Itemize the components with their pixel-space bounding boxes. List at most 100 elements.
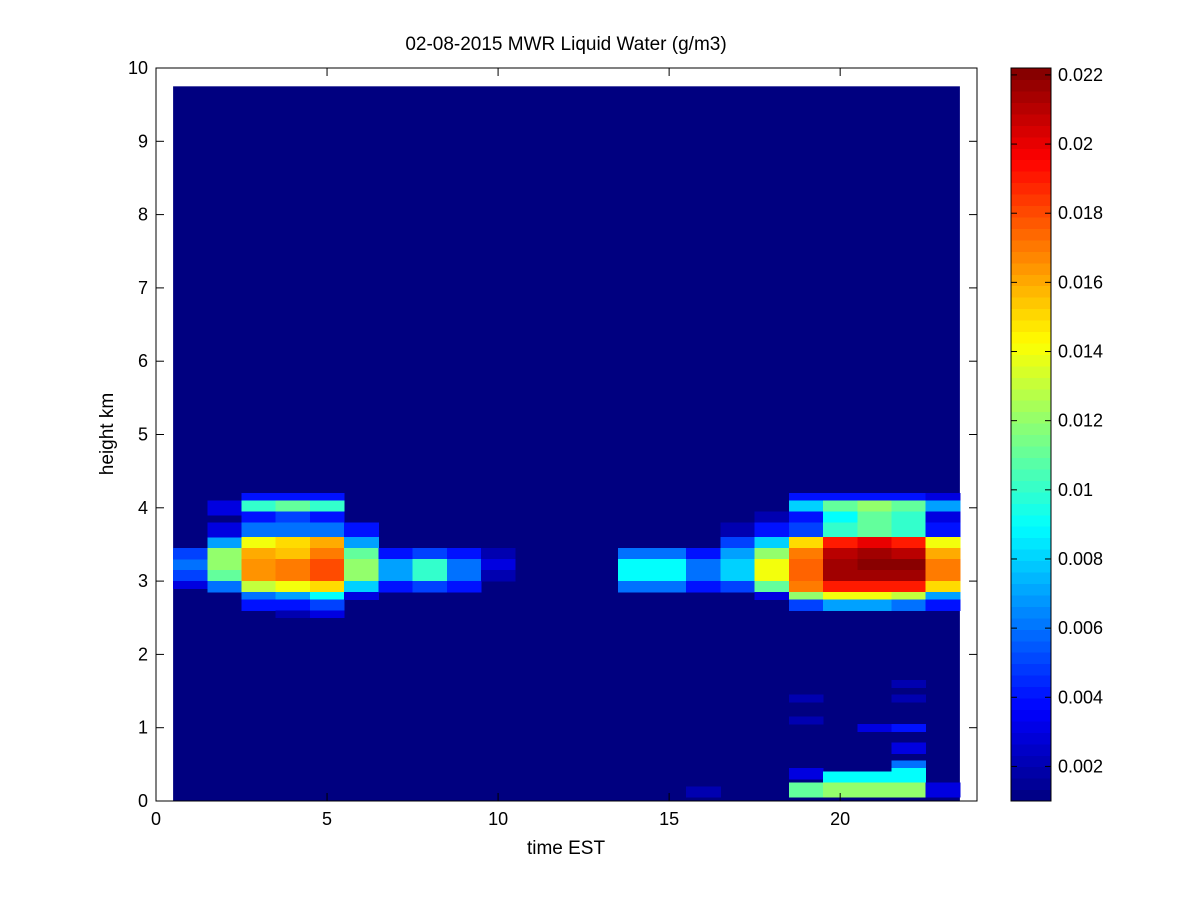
heatmap-cell [275, 500, 311, 512]
colorbar-band [1011, 686, 1051, 699]
heatmap-cell [344, 559, 379, 571]
heatmap-cell [480, 559, 516, 571]
colorbar-band [1011, 102, 1051, 115]
heatmap-cell [823, 782, 858, 798]
heatmap-cell [925, 522, 961, 538]
heatmap-cell [686, 581, 721, 593]
heatmap-cell [275, 511, 311, 523]
heatmap-cell [891, 680, 927, 688]
heatmap-cell [207, 500, 242, 516]
heatmap-cell [617, 581, 653, 593]
heatmap-cell [720, 548, 756, 560]
heatmap-cell [378, 559, 413, 571]
colorbar-band [1011, 331, 1051, 344]
heatmap-cell [788, 716, 824, 725]
y-tick-label: 1 [138, 718, 148, 738]
heatmap-cell [891, 522, 927, 538]
colorbar-band [1011, 732, 1051, 745]
heatmap-cell [309, 610, 345, 619]
colorbar-band [1011, 560, 1051, 573]
heatmap-cell [925, 500, 961, 512]
colorbar-tick-label: 0.008 [1058, 549, 1103, 569]
colorbar-frame [1010, 67, 1052, 802]
heatmap-cell [412, 570, 448, 582]
heatmap-cell [891, 537, 927, 549]
heatmap-cell [207, 581, 242, 593]
heatmap-cell [823, 522, 858, 538]
heatmap-cell [823, 493, 858, 501]
colorbar-band [1011, 778, 1051, 791]
colorbar-tick-label: 0.016 [1058, 272, 1103, 292]
heatmap-cell [241, 592, 277, 600]
colorbar-band [1011, 675, 1051, 688]
heatmap-cell [823, 771, 858, 784]
heatmap-cell [241, 522, 277, 538]
colorbar-band [1011, 68, 1051, 81]
y-tick-label: 6 [138, 351, 148, 371]
heatmap-cell [925, 511, 961, 523]
y-tick-label: 4 [138, 498, 148, 518]
y-tick-label: 3 [138, 571, 148, 591]
heatmap-cell [823, 537, 858, 549]
heatmap-cell [652, 559, 687, 571]
heatmap-cell [309, 581, 345, 593]
colorbar-tick-label: 0.012 [1058, 411, 1103, 431]
heatmap-cell [891, 511, 927, 523]
chart-title: 02-08-2015 MWR Liquid Water (g/m3) [405, 34, 726, 55]
heatmap-cell [788, 694, 824, 703]
colorbar-band [1011, 514, 1051, 527]
y-tick-label: 7 [138, 278, 148, 298]
heatmap-cell [754, 559, 790, 571]
heatmap-cell [686, 559, 721, 571]
heatmap-cell [412, 559, 448, 571]
colorbar-band [1011, 365, 1051, 378]
heatmap-cell [275, 493, 311, 501]
heatmap-cell [275, 610, 311, 619]
colorbar-band [1011, 697, 1051, 710]
heatmap-cell [788, 592, 824, 600]
colorbar-band [1011, 480, 1051, 493]
heatmap-cell [891, 694, 927, 703]
heatmap-cell [309, 548, 345, 560]
heatmap-cell [207, 522, 242, 538]
x-tick-label: 10 [488, 809, 508, 829]
heatmap-cell [891, 500, 927, 512]
heatmap-cell [412, 581, 448, 593]
heatmap-cell [857, 511, 892, 523]
heatmap-cell [823, 559, 858, 571]
y-axis-label: height km [97, 393, 118, 475]
colorbar-band [1011, 766, 1051, 779]
heatmap-cell [788, 500, 824, 512]
colorbar-band [1011, 125, 1051, 138]
colorbar-band [1011, 228, 1051, 241]
heatmap-cell [857, 724, 892, 732]
heatmap-cell [857, 782, 892, 798]
colorbar-band [1011, 537, 1051, 550]
heatmap-cell [925, 570, 961, 582]
heatmap-cell [309, 570, 345, 582]
colorbar-band [1011, 720, 1051, 733]
colorbar-tick-label: 0.006 [1058, 618, 1103, 638]
colorbar-band [1011, 148, 1051, 161]
plot-area: 0 5 10 15 20 0 1 2 3 4 5 6 7 8 9 10 [128, 58, 978, 829]
heatmap-cell [857, 599, 892, 611]
heatmap-cell [480, 548, 516, 560]
colorbar-band [1011, 319, 1051, 333]
x-tick-label: 20 [830, 809, 850, 829]
heatmap-cell [891, 592, 927, 600]
heatmap-cell [891, 570, 927, 582]
heatmap-cell [857, 592, 892, 600]
heatmap-cell [754, 522, 790, 538]
colorbar-band [1011, 652, 1051, 665]
heatmap-cell [857, 559, 892, 571]
colorbar-band [1011, 136, 1051, 149]
colorbar-band [1011, 434, 1051, 447]
colorbar-band [1011, 468, 1051, 481]
heatmap-cell [412, 548, 448, 560]
heatmap-cell [173, 570, 208, 582]
heatmap-cell [788, 581, 824, 593]
colorbar-band [1011, 400, 1051, 413]
heatmap-cell [344, 548, 379, 560]
heatmap-cell [891, 782, 927, 798]
heatmap-cell [891, 742, 927, 754]
